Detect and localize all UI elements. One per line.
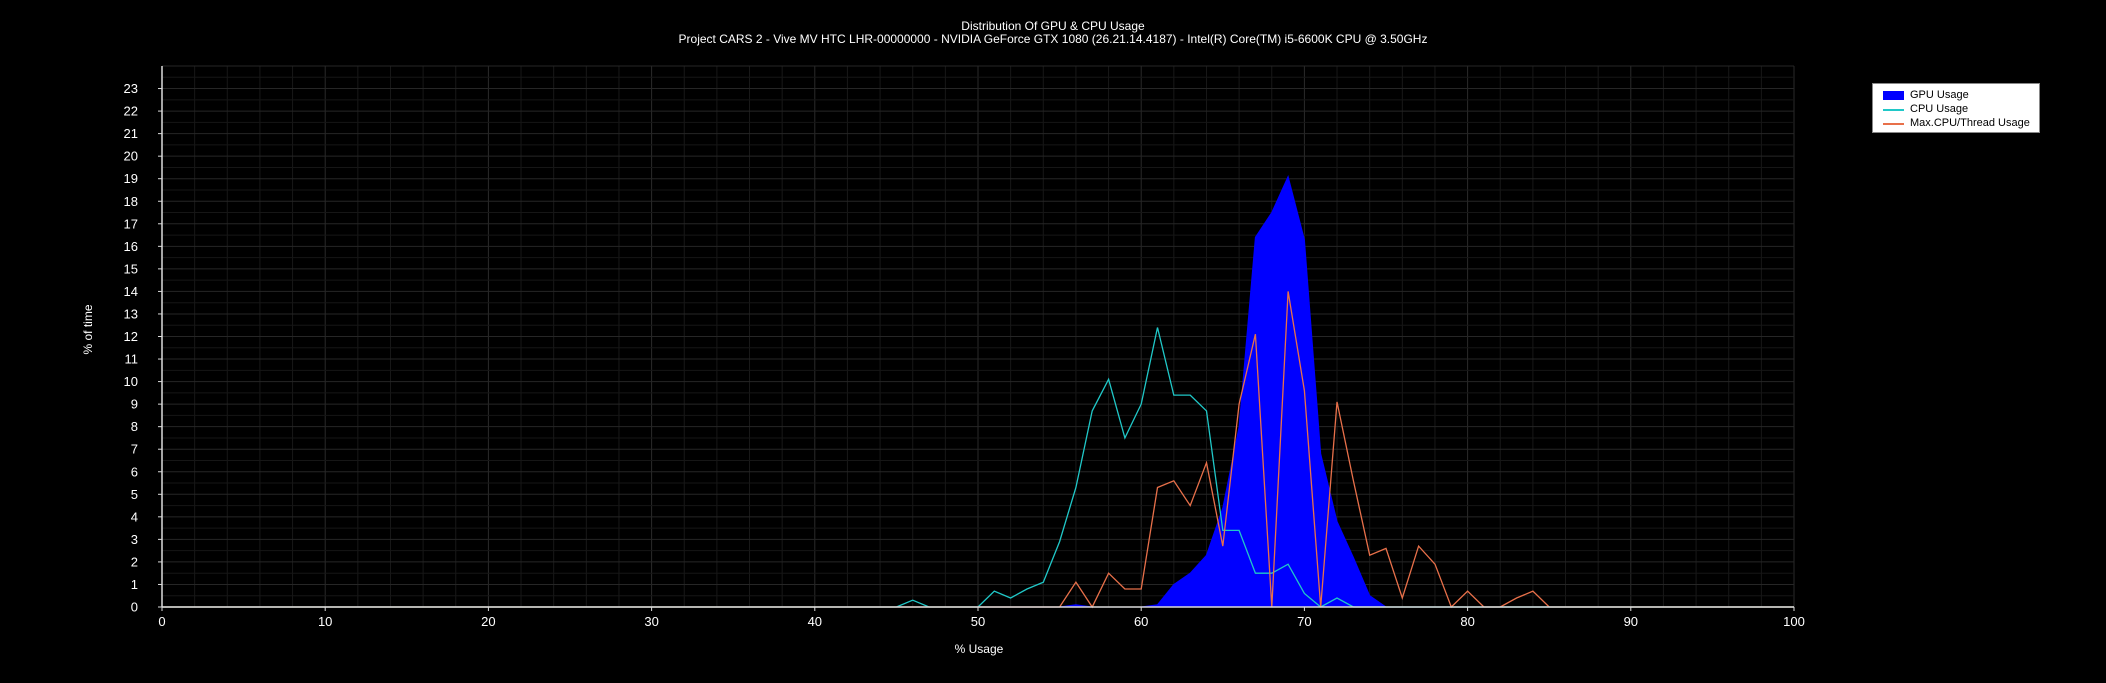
x-tick-label: 90	[1624, 614, 1638, 629]
legend-label-gpu: GPU Usage	[1910, 89, 1969, 101]
x-tick-label: 20	[481, 614, 495, 629]
series-line-1	[162, 327, 1794, 608]
chart-subtitle: Project CARS 2 - Vive MV HTC LHR-0000000…	[678, 32, 1428, 46]
legend-label-cpu: CPU Usage	[1910, 103, 1969, 115]
y-tick-label: 15	[124, 261, 138, 276]
y-tick-label: 8	[131, 419, 138, 434]
y-tick-label: 6	[131, 464, 138, 479]
y-tick-label: 3	[131, 532, 138, 547]
y-tick-label: 0	[131, 600, 138, 615]
y-tick-label: 10	[124, 374, 138, 389]
x-tick-label: 30	[644, 614, 658, 629]
chart-title: Distribution Of GPU & CPU Usage	[961, 19, 1145, 33]
x-tick-label: 40	[808, 614, 822, 629]
y-tick-label: 1	[131, 577, 138, 592]
y-tick-label: 4	[131, 509, 138, 524]
series-line-2	[162, 291, 1794, 609]
x-axis-title: % Usage	[955, 642, 1004, 656]
x-tick-label: 60	[1134, 614, 1148, 629]
y-tick-label: 20	[124, 149, 138, 164]
y-tick-label: 2	[131, 554, 138, 569]
legend-label-thread: Max.CPU/Thread Usage	[1910, 117, 2030, 129]
y-tick-label: 18	[124, 194, 138, 209]
y-tick-label: 17	[124, 216, 138, 231]
y-tick-label: 23	[124, 81, 138, 96]
y-tick-label: 21	[124, 126, 138, 141]
y-tick-label: 12	[124, 329, 138, 344]
x-tick-label: 50	[971, 614, 985, 629]
legend-swatch-gpu	[1883, 91, 1904, 100]
y-axis-title: % of time	[81, 304, 95, 354]
x-tick-label: 100	[1783, 614, 1805, 629]
x-tick-label: 10	[318, 614, 332, 629]
x-tick-label: 80	[1460, 614, 1474, 629]
chart-legend: GPU Usage CPU Usage Max.CPU/Thread Usage	[1872, 83, 2040, 133]
y-tick-label: 22	[124, 104, 138, 119]
legend-swatch-cpu	[1883, 109, 1904, 111]
y-tick-label: 9	[131, 397, 138, 412]
y-tick-label: 16	[124, 239, 138, 254]
y-tick-label: 19	[124, 171, 138, 186]
y-tick-label: 5	[131, 487, 138, 502]
y-tick-label: 7	[131, 442, 138, 457]
y-tick-label: 14	[124, 284, 138, 299]
x-tick-label: 0	[158, 614, 165, 629]
legend-swatch-thread	[1883, 123, 1904, 125]
y-tick-label: 13	[124, 306, 138, 321]
x-tick-label: 70	[1297, 614, 1311, 629]
y-tick-label: 11	[125, 352, 139, 367]
